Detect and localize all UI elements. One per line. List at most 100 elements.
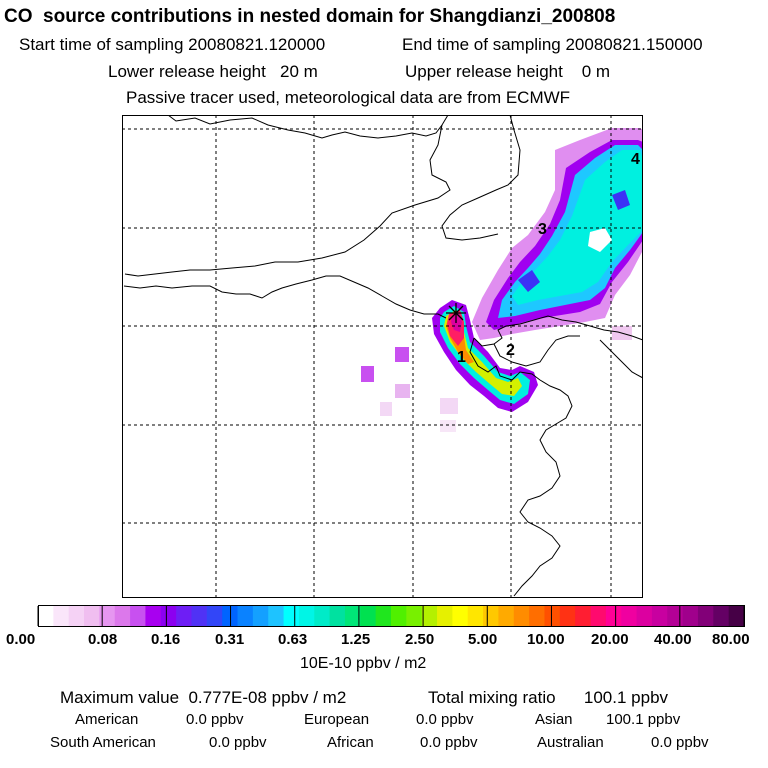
colorbar-swatch xyxy=(483,606,500,626)
cluster-label-4: 4 xyxy=(631,151,640,168)
colorbar-swatch xyxy=(559,606,576,626)
colorbar-swatch xyxy=(605,606,622,626)
colorbar-tick-label: 10.00 xyxy=(527,631,565,648)
colorbar-swatch xyxy=(344,606,361,626)
colorbar-border xyxy=(38,605,745,627)
tracer-note: Passive tracer used, meteorological data… xyxy=(126,88,571,107)
colorbar-swatch xyxy=(252,606,269,626)
colorbar-swatch xyxy=(53,606,70,626)
colorbar-swatch xyxy=(160,606,177,626)
colorbar-tick-label: 1.25 xyxy=(341,631,371,648)
african-value: 0.0 ppbv xyxy=(420,734,478,751)
cluster-label-3: 3 xyxy=(538,221,547,238)
plume-core-inner xyxy=(512,150,643,305)
colorbar-swatch xyxy=(697,606,714,626)
colorbar-swatch xyxy=(621,606,638,626)
colorbar-tick-label: 0.16 xyxy=(151,631,181,648)
colorbar-swatch xyxy=(590,606,607,626)
colorbar-swatch xyxy=(360,606,377,626)
colorbar-swatch xyxy=(421,606,438,626)
concentration-field xyxy=(361,128,643,432)
south-american-label: South American xyxy=(50,734,156,751)
colorbar-swatch xyxy=(329,606,346,626)
colorbar-swatch xyxy=(575,606,592,626)
plume-cell xyxy=(361,366,374,382)
colorbar-swatch xyxy=(728,606,745,626)
colorbar-tick-label: 0.63 xyxy=(278,631,308,648)
american-label: American xyxy=(75,711,139,728)
colorbar-swatch xyxy=(206,606,223,626)
colorbar-swatch xyxy=(130,606,147,626)
cluster-label-1: 1 xyxy=(457,349,466,366)
colorbar-swatch xyxy=(544,606,561,626)
border-line xyxy=(167,115,449,139)
colorbar-swatch xyxy=(114,606,131,626)
plume-gap xyxy=(518,270,540,292)
colorbar-swatch xyxy=(68,606,85,626)
colorbar-swatch xyxy=(298,606,315,626)
colorbar-unit: 10E-10 ppbv / m2 xyxy=(300,655,427,672)
coastline xyxy=(473,315,643,347)
colorbar-tick-label: 5.00 xyxy=(468,631,498,648)
total-mixing-ratio: Total mixing ratio 100.1 ppbv xyxy=(428,688,669,707)
colorbar-tick-label: 0.08 xyxy=(88,631,118,648)
plume-cell xyxy=(395,384,410,398)
european-value: 0.0 ppbv xyxy=(416,711,474,728)
start-time: Start time of sampling 20080821.120000 xyxy=(19,35,326,54)
border-line xyxy=(124,124,451,277)
colorbar-swatch xyxy=(176,606,193,626)
plume-gap xyxy=(588,228,612,252)
receptor-star-icon xyxy=(446,303,466,323)
colorbar-swatch xyxy=(498,606,515,626)
colorbar-tick-label: 40.00 xyxy=(654,631,692,648)
upper-release-height: Upper release height 0 m xyxy=(405,62,611,81)
coastline xyxy=(599,339,643,379)
plume-cell xyxy=(395,347,409,362)
australian-label: Australian xyxy=(537,734,604,751)
cluster-label-2: 2 xyxy=(506,342,515,359)
lower-release-height: Lower release height 20 m xyxy=(108,62,318,81)
border-line xyxy=(441,115,521,241)
colorbar-swatch xyxy=(314,606,331,626)
colorbar-swatch xyxy=(145,606,162,626)
colorbar-tick-label: 0.00 xyxy=(6,631,36,648)
colorbar-swatch xyxy=(529,606,546,626)
end-time: End time of sampling 20080821.150000 xyxy=(402,35,703,54)
plume-cell xyxy=(440,398,458,414)
plume-cell xyxy=(440,420,456,432)
colorbar-swatch xyxy=(406,606,423,626)
colorbar-swatch xyxy=(99,606,116,626)
colorbar-tick-label: 0.31 xyxy=(215,631,245,648)
map-frame-border xyxy=(122,115,643,598)
colorbar-swatch xyxy=(437,606,453,626)
colorbar-swatch xyxy=(38,606,54,626)
colorbar-swatch xyxy=(651,606,668,626)
american-value: 0.0 ppbv xyxy=(186,711,244,728)
colorbar-swatch xyxy=(283,606,300,626)
coastline xyxy=(469,337,573,597)
maximum-value: Maximum value 0.777E-08 ppbv / m2 xyxy=(60,688,347,707)
colorbar-swatch xyxy=(375,606,392,626)
colorbar-swatch xyxy=(636,606,653,626)
border-line xyxy=(123,275,447,319)
colorbar-tick-label: 80.00 xyxy=(712,631,750,648)
african-label: African xyxy=(327,734,374,751)
map-title: CO source contributions in nested domain… xyxy=(4,6,616,27)
coastlines xyxy=(123,115,643,597)
graticule xyxy=(122,115,643,598)
colorbar-tick-label: 20.00 xyxy=(591,631,629,648)
colorbar-swatch xyxy=(391,606,407,626)
colorbar xyxy=(37,606,745,626)
european-label: European xyxy=(304,711,370,728)
colorbar-swatch xyxy=(713,606,730,626)
colorbar-swatch xyxy=(452,606,469,626)
australian-value: 0.0 ppbv xyxy=(651,734,709,751)
colorbar-swatch xyxy=(268,606,285,626)
coastline xyxy=(493,335,580,367)
colorbar-swatch xyxy=(682,606,699,626)
colorbar-swatch xyxy=(467,606,484,626)
colorbar-swatch xyxy=(513,606,530,626)
colorbar-swatch xyxy=(84,606,100,626)
colorbar-swatch xyxy=(667,606,684,626)
